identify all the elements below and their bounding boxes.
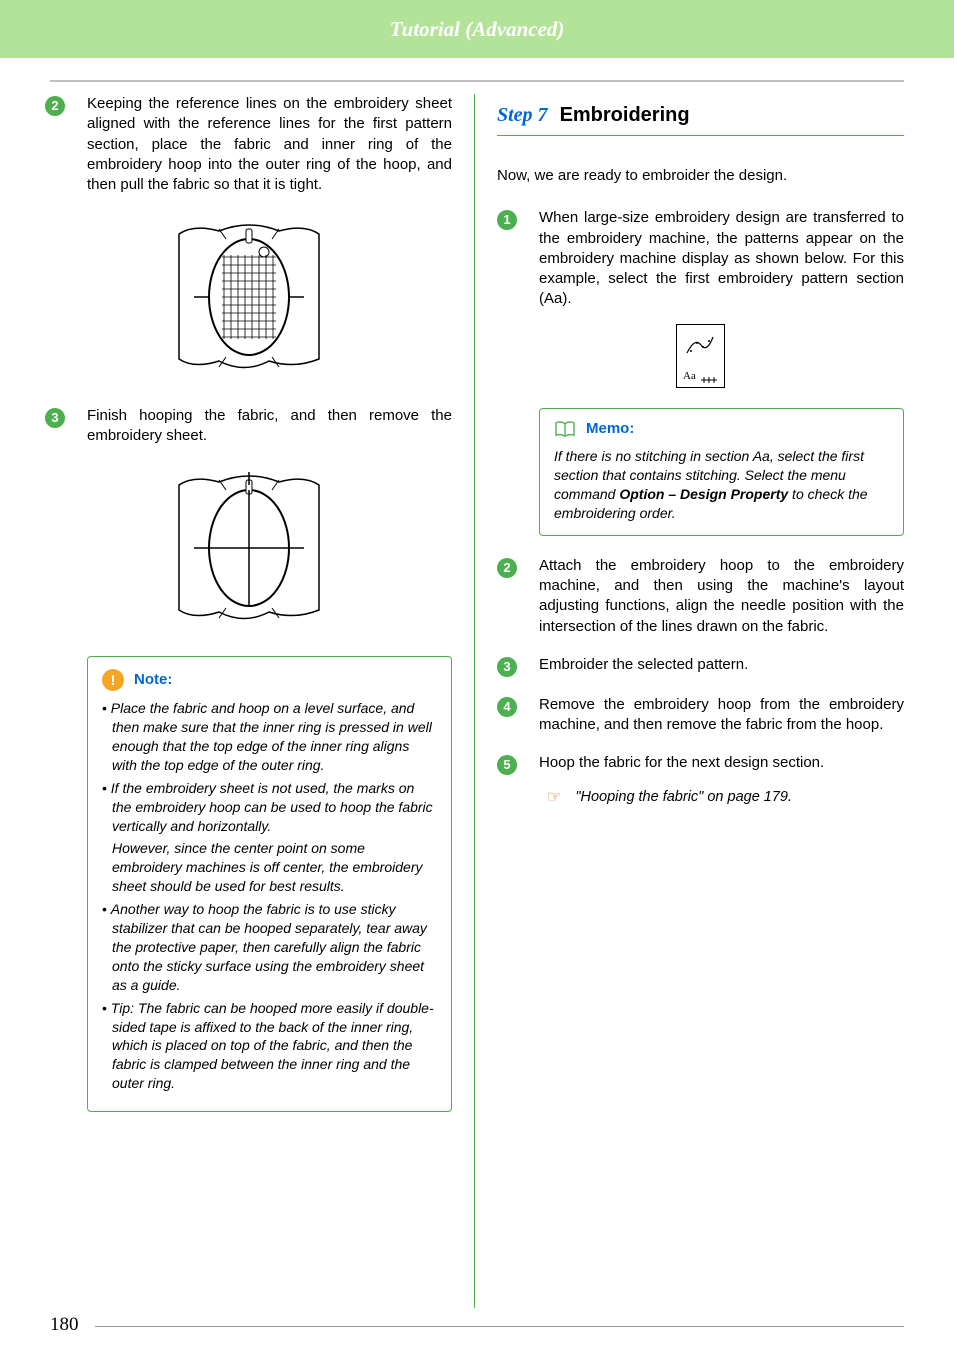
right-step-4: 4 Remove the embroidery hoop from the em…: [497, 695, 904, 736]
memo-bold: Option – Design Property: [619, 486, 788, 502]
note-subtext: However, since the center point on some …: [102, 839, 437, 896]
footer-rule: [95, 1326, 904, 1327]
note-box: ! Note: Place the fabric and hoop on a l…: [87, 656, 452, 1112]
memo-title: Memo:: [586, 419, 634, 439]
step-badge: 2: [497, 558, 517, 578]
page-header: Tutorial (Advanced): [0, 0, 954, 58]
alert-icon: !: [102, 669, 124, 691]
hoop-figure-2: [45, 460, 452, 636]
page-header-title: Tutorial (Advanced): [390, 17, 565, 41]
left-step-2: 2 Keeping the reference lines on the emb…: [45, 94, 452, 195]
right-step-3: 3 Embroider the selected pattern.: [497, 655, 904, 677]
content-area: 2 Keeping the reference lines on the emb…: [45, 94, 904, 1308]
step-text: Embroider the selected pattern.: [539, 655, 904, 675]
page-number: 180: [50, 1312, 79, 1338]
intro-text: Now, we are ready to embroider the desig…: [497, 166, 904, 186]
note-header: ! Note:: [102, 669, 437, 691]
cross-reference: ☞ "Hooping the fabric" on page 179.: [547, 787, 904, 809]
memo-box: Memo: If there is no stitching in sectio…: [539, 408, 904, 536]
right-step-5: 5 Hoop the fabric for the next design se…: [497, 753, 904, 775]
right-column: Step 7 Embroidering Now, we are ready to…: [475, 94, 904, 1308]
step-label: Step 7: [497, 102, 548, 129]
step-title: Embroidering: [560, 102, 690, 129]
left-step-3: 3 Finish hooping the fabric, and then re…: [45, 406, 452, 447]
step-badge: 2: [45, 96, 65, 116]
note-list: Another way to hoop the fabric is to use…: [102, 900, 437, 1093]
memo-text: If there is no stitching in section Aa, …: [554, 447, 889, 523]
memo-header: Memo:: [554, 419, 889, 439]
step-text: When large-size embroidery design are tr…: [539, 208, 904, 309]
display-box: Aa: [676, 324, 725, 389]
ref-text: "Hooping the fabric" on page 179.: [575, 788, 792, 808]
header-rule: [50, 80, 904, 82]
step-badge: 4: [497, 697, 517, 717]
step-badge: 3: [497, 657, 517, 677]
step-text: Hoop the fabric for the next design sect…: [539, 753, 904, 773]
note-item: If the embroidery sheet is not used, the…: [102, 779, 437, 836]
note-item: Place the fabric and hoop on a level sur…: [102, 699, 437, 775]
machine-display-figure: Aa: [497, 324, 904, 389]
step-badge: 3: [45, 408, 65, 428]
right-step-2: 2 Attach the embroidery hoop to the embr…: [497, 556, 904, 637]
pointer-icon: ☞: [547, 787, 561, 809]
note-title: Note:: [134, 670, 172, 690]
step-badge: 5: [497, 755, 517, 775]
display-label: Aa: [683, 370, 696, 382]
step-text: Keeping the reference lines on the embro…: [87, 94, 452, 195]
hoop-figure-1: [45, 209, 452, 385]
step-badge: 1: [497, 210, 517, 230]
book-icon: [554, 420, 576, 438]
note-item: Tip: The fabric can be hooped more easil…: [102, 999, 437, 1093]
note-item: Another way to hoop the fabric is to use…: [102, 900, 437, 994]
note-list: Place the fabric and hoop on a level sur…: [102, 699, 437, 835]
step-heading: Step 7 Embroidering: [497, 102, 904, 136]
right-step-1: 1 When large-size embroidery design are …: [497, 208, 904, 309]
step-text: Remove the embroidery hoop from the embr…: [539, 695, 904, 736]
left-column: 2 Keeping the reference lines on the emb…: [45, 94, 474, 1308]
step-text: Attach the embroidery hoop to the embroi…: [539, 556, 904, 637]
step-text: Finish hooping the fabric, and then remo…: [87, 406, 452, 447]
